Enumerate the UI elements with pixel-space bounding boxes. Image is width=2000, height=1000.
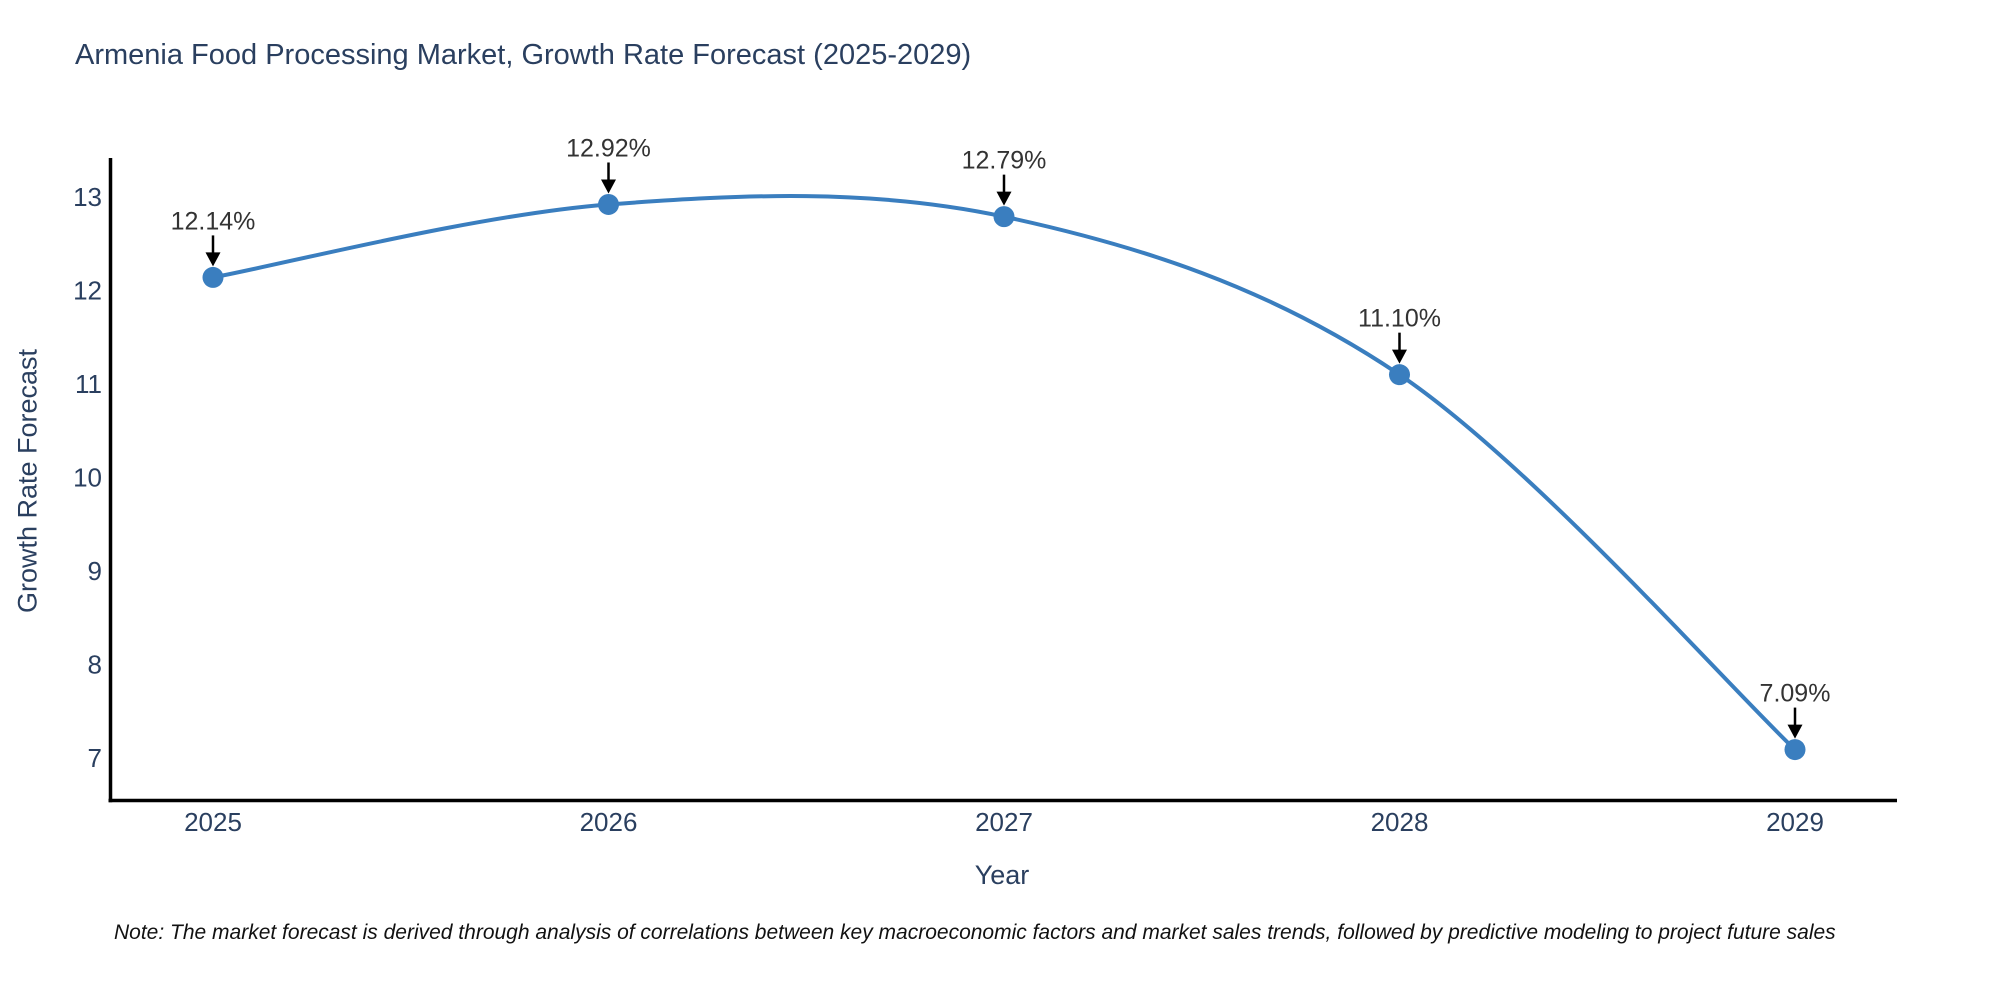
y-tick-label: 13 xyxy=(73,182,102,212)
x-tick-label: 2025 xyxy=(184,807,242,837)
y-tick-label: 7 xyxy=(88,743,102,773)
annotation-label: 11.10% xyxy=(1358,305,1441,333)
data-point-marker xyxy=(598,193,619,215)
data-point-marker xyxy=(1389,364,1410,386)
annotation-label: 12.79% xyxy=(962,147,1047,175)
x-tick-label: 2028 xyxy=(1371,807,1429,837)
data-point-marker xyxy=(202,266,224,288)
x-axis-title: Year xyxy=(974,860,1030,890)
annotation-arrowhead xyxy=(205,252,221,267)
annotation-label: 12.14% xyxy=(171,207,256,235)
y-tick-label: 9 xyxy=(88,556,102,586)
footnote: Note: The market forecast is derived thr… xyxy=(114,921,1836,944)
y-tick-label: 8 xyxy=(88,650,102,680)
annotation-arrowhead xyxy=(996,191,1012,206)
y-tick-label: 10 xyxy=(73,463,102,493)
y-tick-label: 11 xyxy=(75,369,102,399)
x-tick-label: 2027 xyxy=(975,807,1033,837)
annotation-arrowhead xyxy=(1392,349,1407,364)
chart-title: Armenia Food Processing Market, Growth R… xyxy=(75,39,972,71)
x-tick-label: 2026 xyxy=(580,807,638,837)
y-tick-label: 12 xyxy=(73,276,102,306)
x-tick-label: 2029 xyxy=(1766,807,1824,837)
data-point-marker xyxy=(993,206,1015,228)
annotation-label: 12.92% xyxy=(566,134,651,162)
data-point-marker xyxy=(1784,739,1806,761)
annotation-arrowhead xyxy=(1787,724,1803,739)
forecast-curve xyxy=(211,194,1797,752)
annotation-arrowhead xyxy=(601,179,616,194)
annotation-label: 7.09% xyxy=(1760,680,1831,708)
